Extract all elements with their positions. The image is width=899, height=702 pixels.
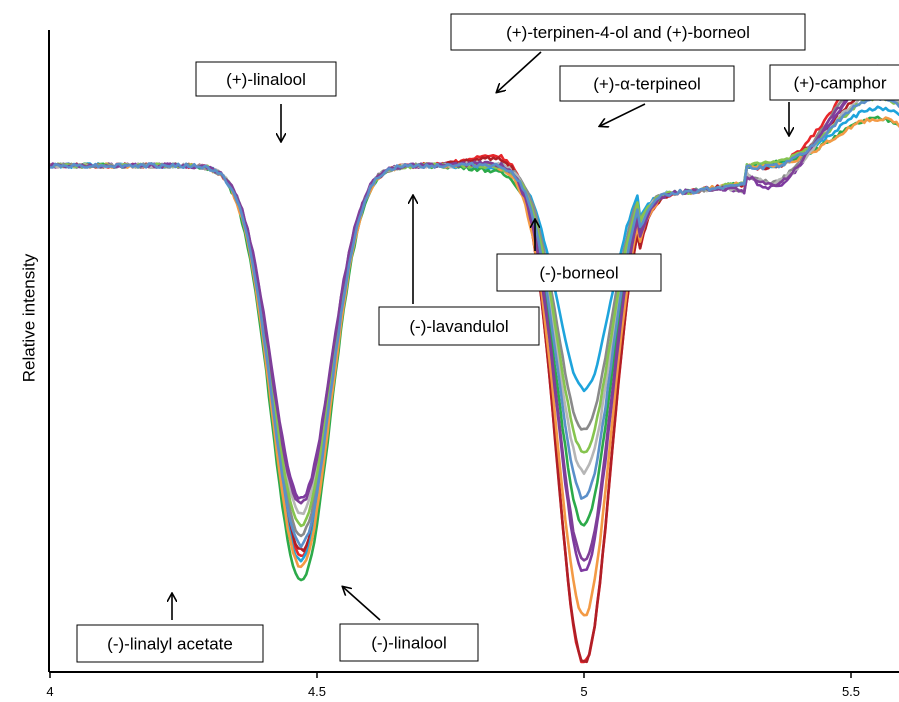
series-line-7 [49,68,899,538]
annotation-box [496,253,662,292]
annotation: (-)-borneol [496,220,662,292]
annotation-arrow [343,587,381,621]
y-axis-label: Relative intensity [19,253,38,382]
annotation: (-)-linalyl acetate [76,594,264,663]
annotation-label: (-)-linalyl acetate [107,635,233,654]
annotation-label: (+)-terpinen-4-ol and (+)-borneol [506,23,750,42]
annotation: (+)-terpinen-4-ol and (+)-borneol [450,13,806,92]
series-line-1 [49,64,899,664]
annotation-box [339,623,479,662]
annotation-box [450,13,806,51]
annotation-box [76,624,264,663]
annotation-label: (-)-borneol [539,264,618,283]
axis-layer [48,30,899,673]
x-tick-label: 4.5 [308,684,326,699]
annotation-box [769,64,899,101]
series-layer [49,64,899,664]
series-line-2 [49,84,899,664]
annotation-label: (-)-linalool [371,634,447,653]
series-line-5 [49,116,899,617]
x-tick-label: 5 [580,684,587,699]
annotation-label: (+)-linalool [226,70,306,89]
annotation: (-)-linalool [339,587,479,662]
annotation-box [195,61,337,97]
series-line-9 [49,95,899,528]
annotation: (+)-camphor [769,64,899,135]
annotation-box [378,306,540,346]
annotation-label: (+)-α-terpineol [593,75,701,94]
series-line-10 [49,75,899,562]
series-line-11 [49,96,899,549]
annotation-arrow [600,103,646,126]
series-line-8 [49,90,899,516]
x-tick-label: 5.5 [842,684,860,699]
annotation: (-)-lavandulol [378,196,540,346]
annotation-arrow [497,51,542,92]
annotation-label: (-)-lavandulol [409,317,508,336]
annotation-layer: (+)-linalool (+)-terpinen-4-ol and (+)-bo… [76,13,899,663]
annotation-box [559,65,735,102]
tick-layer: 44.555.566.57 [46,672,860,699]
x-tick-label: 4 [46,684,53,699]
annotation: (+)-α-terpineol [559,65,735,126]
annotation: (+)-linalool [195,61,337,141]
annotation-label: (+)-camphor [793,74,886,93]
